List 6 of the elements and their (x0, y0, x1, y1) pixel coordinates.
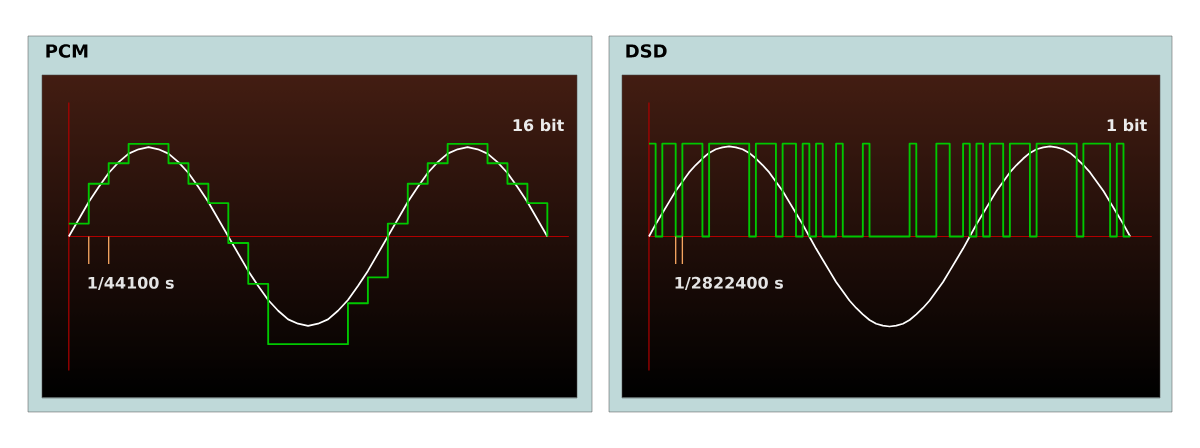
annotation: 1/2822400 s (675, 276, 783, 291)
text: 16 bit (513, 118, 564, 132)
chart-title: DSD (626, 44, 667, 58)
annotation: 1/44100 s (88, 276, 174, 291)
chart-title: PCM (46, 44, 88, 58)
text: 1 bit (1107, 118, 1147, 132)
